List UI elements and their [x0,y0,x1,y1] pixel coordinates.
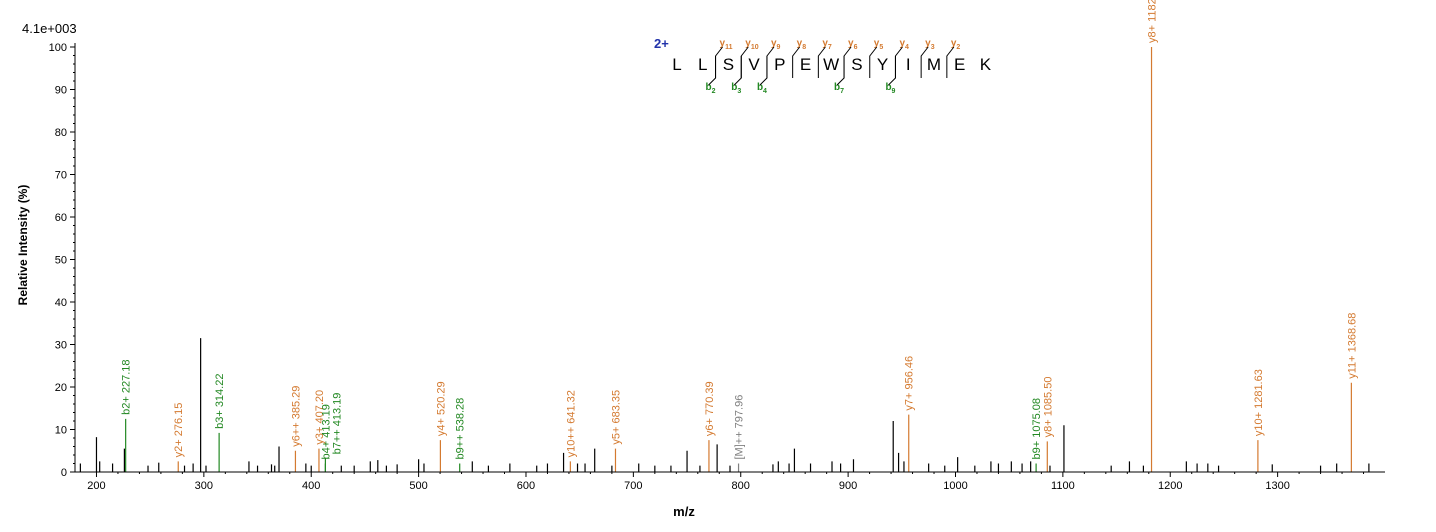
y-tick-label: 0 [61,467,67,479]
b-ion-mark [733,56,742,86]
y-ion-label: y3 [925,38,935,51]
peak-label: y3+ 407.20 [314,390,326,445]
residue: Y [876,55,889,74]
y-ion-label: y10 [745,38,759,51]
residue: E [954,55,966,74]
y-ion-mark [817,46,826,78]
peak-label: y11+ 1368.68 [1346,313,1358,379]
y-ion-mark [766,46,775,78]
y-tick-label: 20 [55,382,67,394]
residue: S [722,55,735,74]
x-tick-label: 800 [732,480,750,492]
residue: K [979,55,992,74]
y-ion-label: y4 [899,38,909,51]
peak-label: b2+ 227.18 [121,360,133,415]
y-ion-mark [920,46,929,78]
x-tick-label: 200 [87,480,105,492]
y-ion-mark [869,46,878,78]
y-axis-label: Relative Intensity (%) [16,185,30,306]
x-tick-label: 500 [409,480,427,492]
residue: P [774,55,786,74]
peak-label: y8+ 1085.50 [1042,377,1054,438]
peak-label: y8+ 1182.57 [1147,0,1159,43]
b-ion-label: b9 [885,82,896,95]
x-tick-label: 1300 [1265,480,1289,492]
b-ion-mark [708,56,717,86]
y-ion-mark [843,46,852,78]
y-ion-label: y5 [873,38,884,51]
y-tick-label: 10 [55,425,67,437]
peak-label: y6++ 385.29 [290,386,302,447]
b-ion-label: b7 [834,82,845,95]
b-ion-mark [836,56,845,86]
b-ion-mark [888,56,896,86]
y-tick-label: 70 [55,170,67,182]
residue: M [926,55,942,74]
intensity-scale-label: 4.1e+003 [22,21,77,36]
residue: E [799,55,812,74]
y-tick-label: 80 [55,127,67,139]
b-ion-label: b3 [731,82,742,95]
peak-label: y4+ 520.29 [435,381,447,436]
peak-label: b9++ 538.28 [455,398,467,460]
y-tick-label: 30 [55,340,67,352]
x-tick-label: 400 [302,480,320,492]
y-tick-label: 40 [55,297,67,309]
peak-label: y2+ 276.15 [173,403,185,458]
y-tick-label: 100 [49,42,67,54]
residue: V [748,55,760,74]
fragment-marks [708,46,955,86]
peak-label: y6+ 770.39 [704,381,716,436]
peak-label: b4+ 413.19 [320,404,332,459]
charge-state: 2+ [654,36,669,51]
peak-label: b3+ 314.22 [214,374,226,429]
residue: S [851,55,863,74]
peak-label: y5+ 683.35 [610,390,622,445]
y-ion-label: y2 [950,38,961,51]
x-tick-label: 900 [839,480,857,492]
y-ion-mark [740,46,749,78]
residue: L [697,55,708,74]
y-ion-label: y11 [719,38,733,51]
x-tick-label: 600 [517,480,535,492]
x-tick-label: 1000 [943,480,967,492]
residue: I [905,55,911,74]
peak-label: y10+ 1281.63 [1253,369,1265,436]
y-ion-mark [946,46,955,78]
y-tick-label: 60 [55,212,67,224]
residue: W [823,55,840,74]
y-tick-label: 90 [55,85,67,97]
y-ion-label: y9 [770,38,781,51]
peak-label: b7++ 413.19 [331,393,343,455]
b-ion-label: b2 [705,82,716,95]
x-tick-label: 300 [195,480,213,492]
x-tick-label: 1100 [1051,480,1075,492]
residue: L [672,55,682,74]
b-ion-mark [759,56,768,86]
y-ion-label: y7 [822,38,832,51]
peak-label: y10++ 641.32 [565,390,577,457]
x-tick-label: 1200 [1158,480,1182,492]
y-ion-label: y8 [796,38,807,51]
y-ion-label: y6 [848,38,858,51]
peak-label: [M]++ 797.96 [734,395,746,460]
x-axis-label: m/z [673,504,695,519]
peak-label: y7+ 956.46 [904,356,916,411]
y-ion-mark [894,46,903,78]
y-tick-label: 50 [55,255,67,267]
b-ion-label: b4 [756,82,767,95]
x-tick-label: 700 [624,480,642,492]
y-ion-mark [792,46,801,78]
y-ion-mark [715,46,723,78]
peak-label: b9+ 1075.08 [1031,398,1043,459]
